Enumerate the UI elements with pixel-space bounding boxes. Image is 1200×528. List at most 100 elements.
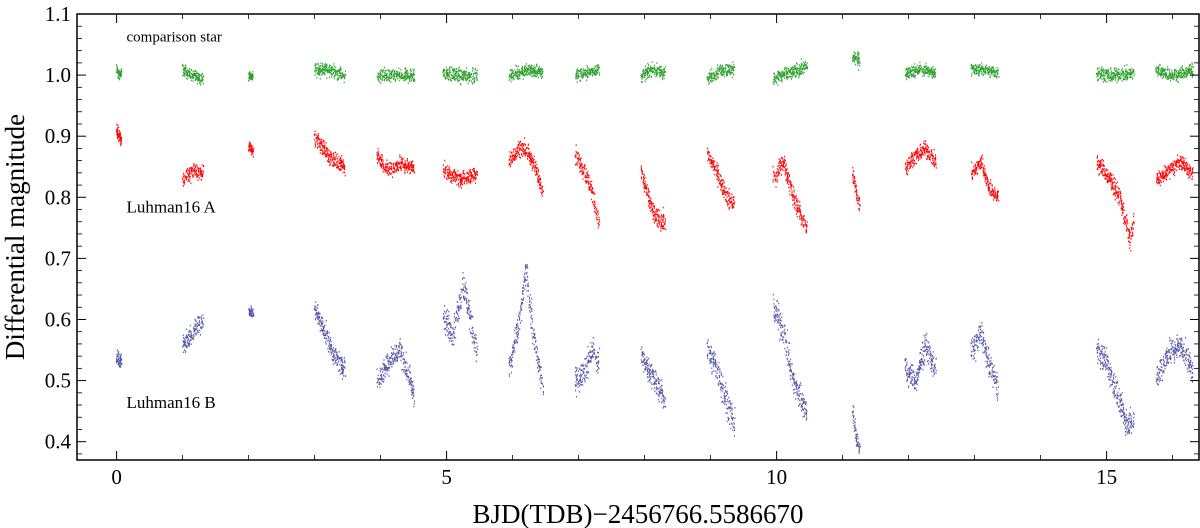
data-point	[453, 75, 455, 78]
data-point	[413, 164, 415, 166]
data-point	[1170, 76, 1172, 78]
data-point	[331, 156, 333, 159]
data-point	[322, 153, 324, 156]
data-point	[651, 206, 653, 208]
data-point	[406, 75, 408, 77]
data-point	[854, 191, 856, 193]
data-point	[342, 166, 344, 169]
data-point	[472, 67, 474, 69]
data-point	[411, 169, 413, 171]
data-point	[585, 74, 587, 76]
data-point	[934, 72, 936, 75]
data-point	[1163, 72, 1165, 75]
data-point	[410, 161, 412, 163]
data-point	[339, 74, 341, 77]
night-segment-5	[442, 66, 479, 86]
data-point	[906, 169, 907, 172]
data-point	[340, 68, 342, 70]
data-point	[780, 72, 782, 75]
data-point	[341, 165, 343, 168]
data-point	[331, 65, 333, 68]
data-point	[730, 201, 732, 204]
data-point	[535, 69, 537, 72]
data-point	[194, 73, 196, 75]
data-point	[538, 187, 540, 189]
data-point	[978, 74, 980, 77]
data-point	[1175, 70, 1177, 72]
data-point	[991, 73, 993, 76]
data-point	[1109, 72, 1111, 75]
data-point	[517, 76, 519, 78]
data-point	[721, 185, 723, 187]
data-point	[248, 74, 250, 77]
data-point	[386, 79, 388, 82]
data-point	[386, 76, 388, 78]
data-point	[316, 140, 318, 143]
data-point	[191, 166, 193, 169]
data-point	[410, 167, 412, 169]
data-point	[446, 168, 448, 171]
data-point	[597, 68, 599, 71]
data-point	[1160, 72, 1162, 75]
data-point	[314, 67, 316, 70]
data-point	[470, 179, 472, 181]
data-point	[727, 69, 729, 72]
data-point	[1129, 68, 1131, 71]
data-point	[252, 76, 254, 78]
data-point	[806, 224, 808, 227]
data-point	[586, 69, 588, 72]
data-point	[982, 74, 984, 76]
data-point	[905, 75, 907, 78]
data-point	[449, 70, 451, 72]
data-point	[982, 66, 984, 69]
data-point	[644, 182, 646, 185]
data-point	[531, 161, 533, 163]
data-point	[413, 68, 415, 71]
data-point	[1158, 65, 1160, 68]
data-point	[392, 69, 394, 71]
data-point	[781, 77, 783, 80]
data-point	[202, 171, 204, 174]
data-point	[183, 179, 185, 182]
data-point	[579, 70, 581, 72]
data-point	[446, 178, 448, 181]
data-point	[116, 133, 118, 136]
data-point	[120, 136, 122, 139]
data-point	[1175, 71, 1177, 74]
data-point	[390, 173, 392, 176]
data-point	[406, 77, 408, 80]
data-point	[1109, 79, 1111, 82]
data-point	[595, 217, 597, 219]
data-point	[120, 139, 122, 141]
data-point	[322, 70, 324, 73]
data-point	[646, 67, 648, 70]
data-point	[407, 74, 409, 76]
data-point	[514, 74, 516, 77]
data-point	[591, 68, 593, 70]
data-point	[1127, 78, 1129, 80]
data-point	[519, 153, 521, 156]
data-point	[184, 176, 186, 178]
data-point	[1132, 78, 1134, 80]
data-point	[443, 170, 445, 172]
data-point	[454, 171, 456, 173]
data-point	[784, 165, 786, 167]
data-point	[729, 200, 731, 203]
data-point	[398, 79, 400, 82]
data-point	[712, 169, 714, 172]
data-point	[908, 167, 910, 170]
data-point	[445, 73, 447, 75]
data-point	[442, 168, 444, 170]
data-point	[787, 174, 788, 177]
data-point	[931, 67, 933, 70]
data-point	[405, 75, 407, 77]
data-point	[510, 151, 512, 154]
data-point	[784, 160, 786, 162]
data-point	[578, 159, 580, 162]
data-point	[323, 147, 325, 149]
data-point	[1103, 74, 1105, 77]
data-point	[333, 71, 335, 74]
data-point	[786, 73, 788, 75]
data-point	[381, 162, 383, 165]
data-point	[182, 74, 184, 77]
